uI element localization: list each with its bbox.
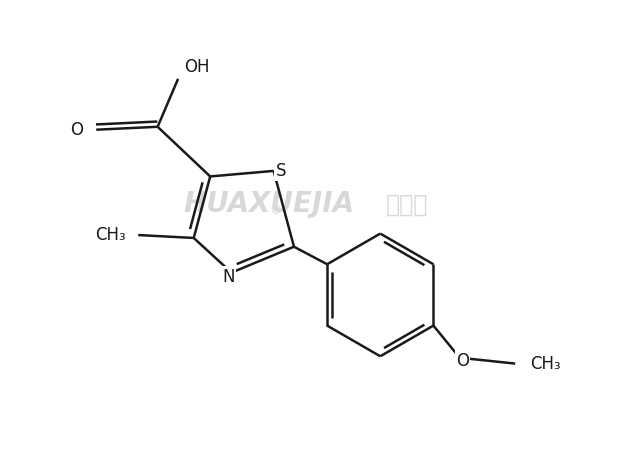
Text: CH₃: CH₃ <box>95 226 125 244</box>
Text: ®: ® <box>269 204 282 218</box>
Text: O: O <box>70 121 83 139</box>
Text: CH₃: CH₃ <box>530 355 561 373</box>
Text: S: S <box>276 162 286 180</box>
Text: O: O <box>456 351 469 370</box>
Text: HUAXUEJIA: HUAXUEJIA <box>184 190 355 219</box>
Text: 化学加: 化学加 <box>386 193 428 216</box>
Text: OH: OH <box>184 58 209 76</box>
Text: N: N <box>222 268 235 286</box>
